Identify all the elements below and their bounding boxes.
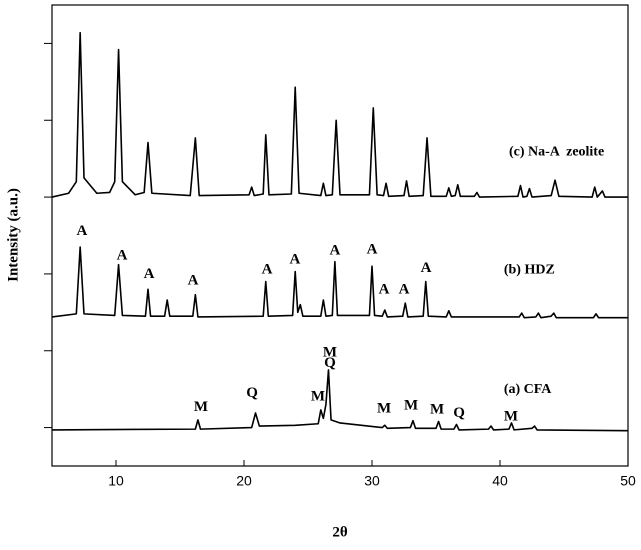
peak-annotation: A: [421, 260, 432, 276]
peak-annotation: A: [262, 262, 273, 278]
x-tick-label: 50: [620, 473, 636, 489]
peak-annotation: A: [144, 266, 155, 282]
series-line: [51, 246, 628, 319]
series-label: (b) HDZ: [504, 262, 555, 277]
series-line: [51, 31, 628, 198]
peak-annotation: A: [290, 252, 301, 268]
peak-annotation: A: [367, 242, 378, 258]
x-axis-label: 2θ: [332, 524, 348, 540]
peak-annotation: M: [194, 399, 208, 415]
peak-annotation: M: [323, 344, 337, 360]
peak-annotation: A: [77, 223, 88, 239]
peak-annotation: A: [379, 281, 390, 297]
peak-annotation: Q: [324, 355, 336, 371]
peak-annotation: A: [117, 248, 128, 264]
peak-annotation: M: [430, 401, 444, 417]
peak-annotation: M: [377, 401, 391, 417]
y-axis-label: Intensity (a.u.): [5, 188, 21, 282]
peak-annotation: M: [311, 388, 325, 404]
series-label: (c) Na-A zeolite: [509, 145, 604, 160]
peak-annotation: A: [329, 242, 340, 258]
peak-annotation: Q: [453, 405, 465, 421]
peak-annotation: A: [188, 272, 199, 288]
series-line: [51, 369, 629, 432]
series-label: (a) CFA: [504, 382, 552, 397]
x-tick-label: 20: [236, 473, 252, 489]
x-tick-label: 10: [108, 473, 124, 489]
plot-frame: [51, 4, 629, 467]
x-tick-label: 30: [364, 473, 380, 489]
peak-annotation: M: [504, 408, 518, 424]
peak-annotation: Q: [246, 385, 258, 401]
peak-annotation: M: [404, 398, 418, 414]
peak-annotation: A: [399, 281, 410, 297]
x-tick-label: 40: [492, 473, 508, 489]
